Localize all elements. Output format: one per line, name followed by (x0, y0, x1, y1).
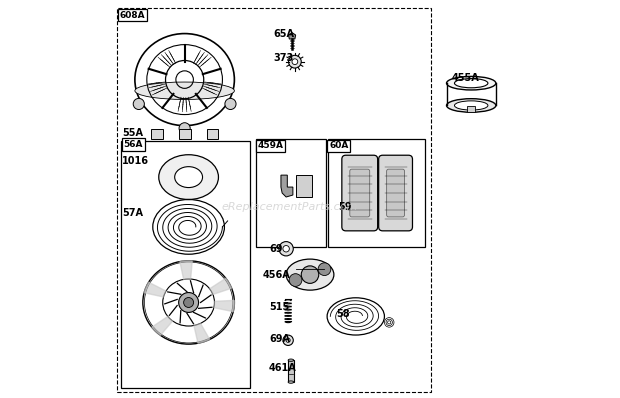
Circle shape (286, 338, 290, 342)
Polygon shape (214, 300, 234, 312)
Ellipse shape (286, 259, 334, 290)
Text: 57A: 57A (122, 208, 143, 218)
Circle shape (301, 266, 319, 283)
Polygon shape (288, 33, 296, 39)
Circle shape (318, 263, 331, 275)
Text: 60A: 60A (329, 141, 348, 150)
Ellipse shape (446, 76, 496, 90)
Text: 461A: 461A (269, 363, 297, 373)
Bar (121, 141, 250, 388)
Circle shape (292, 59, 298, 64)
Ellipse shape (288, 381, 294, 383)
Ellipse shape (454, 101, 488, 110)
Text: 59: 59 (339, 202, 352, 212)
Circle shape (279, 242, 293, 256)
Polygon shape (281, 175, 293, 197)
Bar (467, 106, 475, 112)
Text: 515: 515 (269, 302, 290, 312)
Text: 56A: 56A (124, 140, 143, 149)
Bar (256, 139, 326, 247)
Polygon shape (194, 324, 210, 343)
FancyBboxPatch shape (379, 155, 412, 231)
Circle shape (179, 123, 190, 134)
Text: 65A: 65A (273, 29, 294, 39)
Circle shape (179, 293, 198, 312)
Circle shape (283, 335, 293, 345)
FancyBboxPatch shape (350, 169, 370, 217)
Bar (296, 175, 312, 197)
Circle shape (289, 274, 302, 287)
Text: 58: 58 (336, 309, 350, 320)
Ellipse shape (135, 82, 234, 100)
Ellipse shape (143, 261, 234, 344)
Circle shape (225, 98, 236, 109)
Circle shape (288, 55, 301, 68)
Ellipse shape (159, 155, 218, 199)
FancyBboxPatch shape (387, 169, 404, 217)
Text: 69: 69 (269, 244, 283, 254)
Bar (179, 129, 190, 139)
Text: 455A: 455A (451, 72, 479, 83)
Bar (206, 129, 218, 139)
Text: 69A: 69A (269, 334, 290, 344)
Bar (151, 129, 162, 139)
Bar (288, 360, 294, 382)
Ellipse shape (288, 359, 294, 361)
Ellipse shape (454, 78, 488, 88)
Text: eReplacementParts.com: eReplacementParts.com (222, 202, 358, 212)
Polygon shape (144, 282, 166, 297)
Text: 1016: 1016 (122, 156, 149, 166)
FancyBboxPatch shape (342, 155, 378, 231)
Polygon shape (210, 278, 232, 295)
Text: 456A: 456A (262, 269, 290, 280)
Circle shape (133, 98, 144, 109)
Ellipse shape (446, 99, 496, 112)
Circle shape (184, 298, 193, 307)
Bar (117, 8, 432, 392)
Polygon shape (152, 316, 172, 335)
Text: 55A: 55A (122, 128, 143, 139)
Text: 373: 373 (273, 53, 294, 63)
Text: 608A: 608A (120, 11, 145, 20)
Text: 459A: 459A (257, 141, 283, 150)
Circle shape (283, 246, 290, 252)
Ellipse shape (175, 167, 203, 187)
Bar (328, 139, 425, 247)
Polygon shape (180, 261, 192, 279)
